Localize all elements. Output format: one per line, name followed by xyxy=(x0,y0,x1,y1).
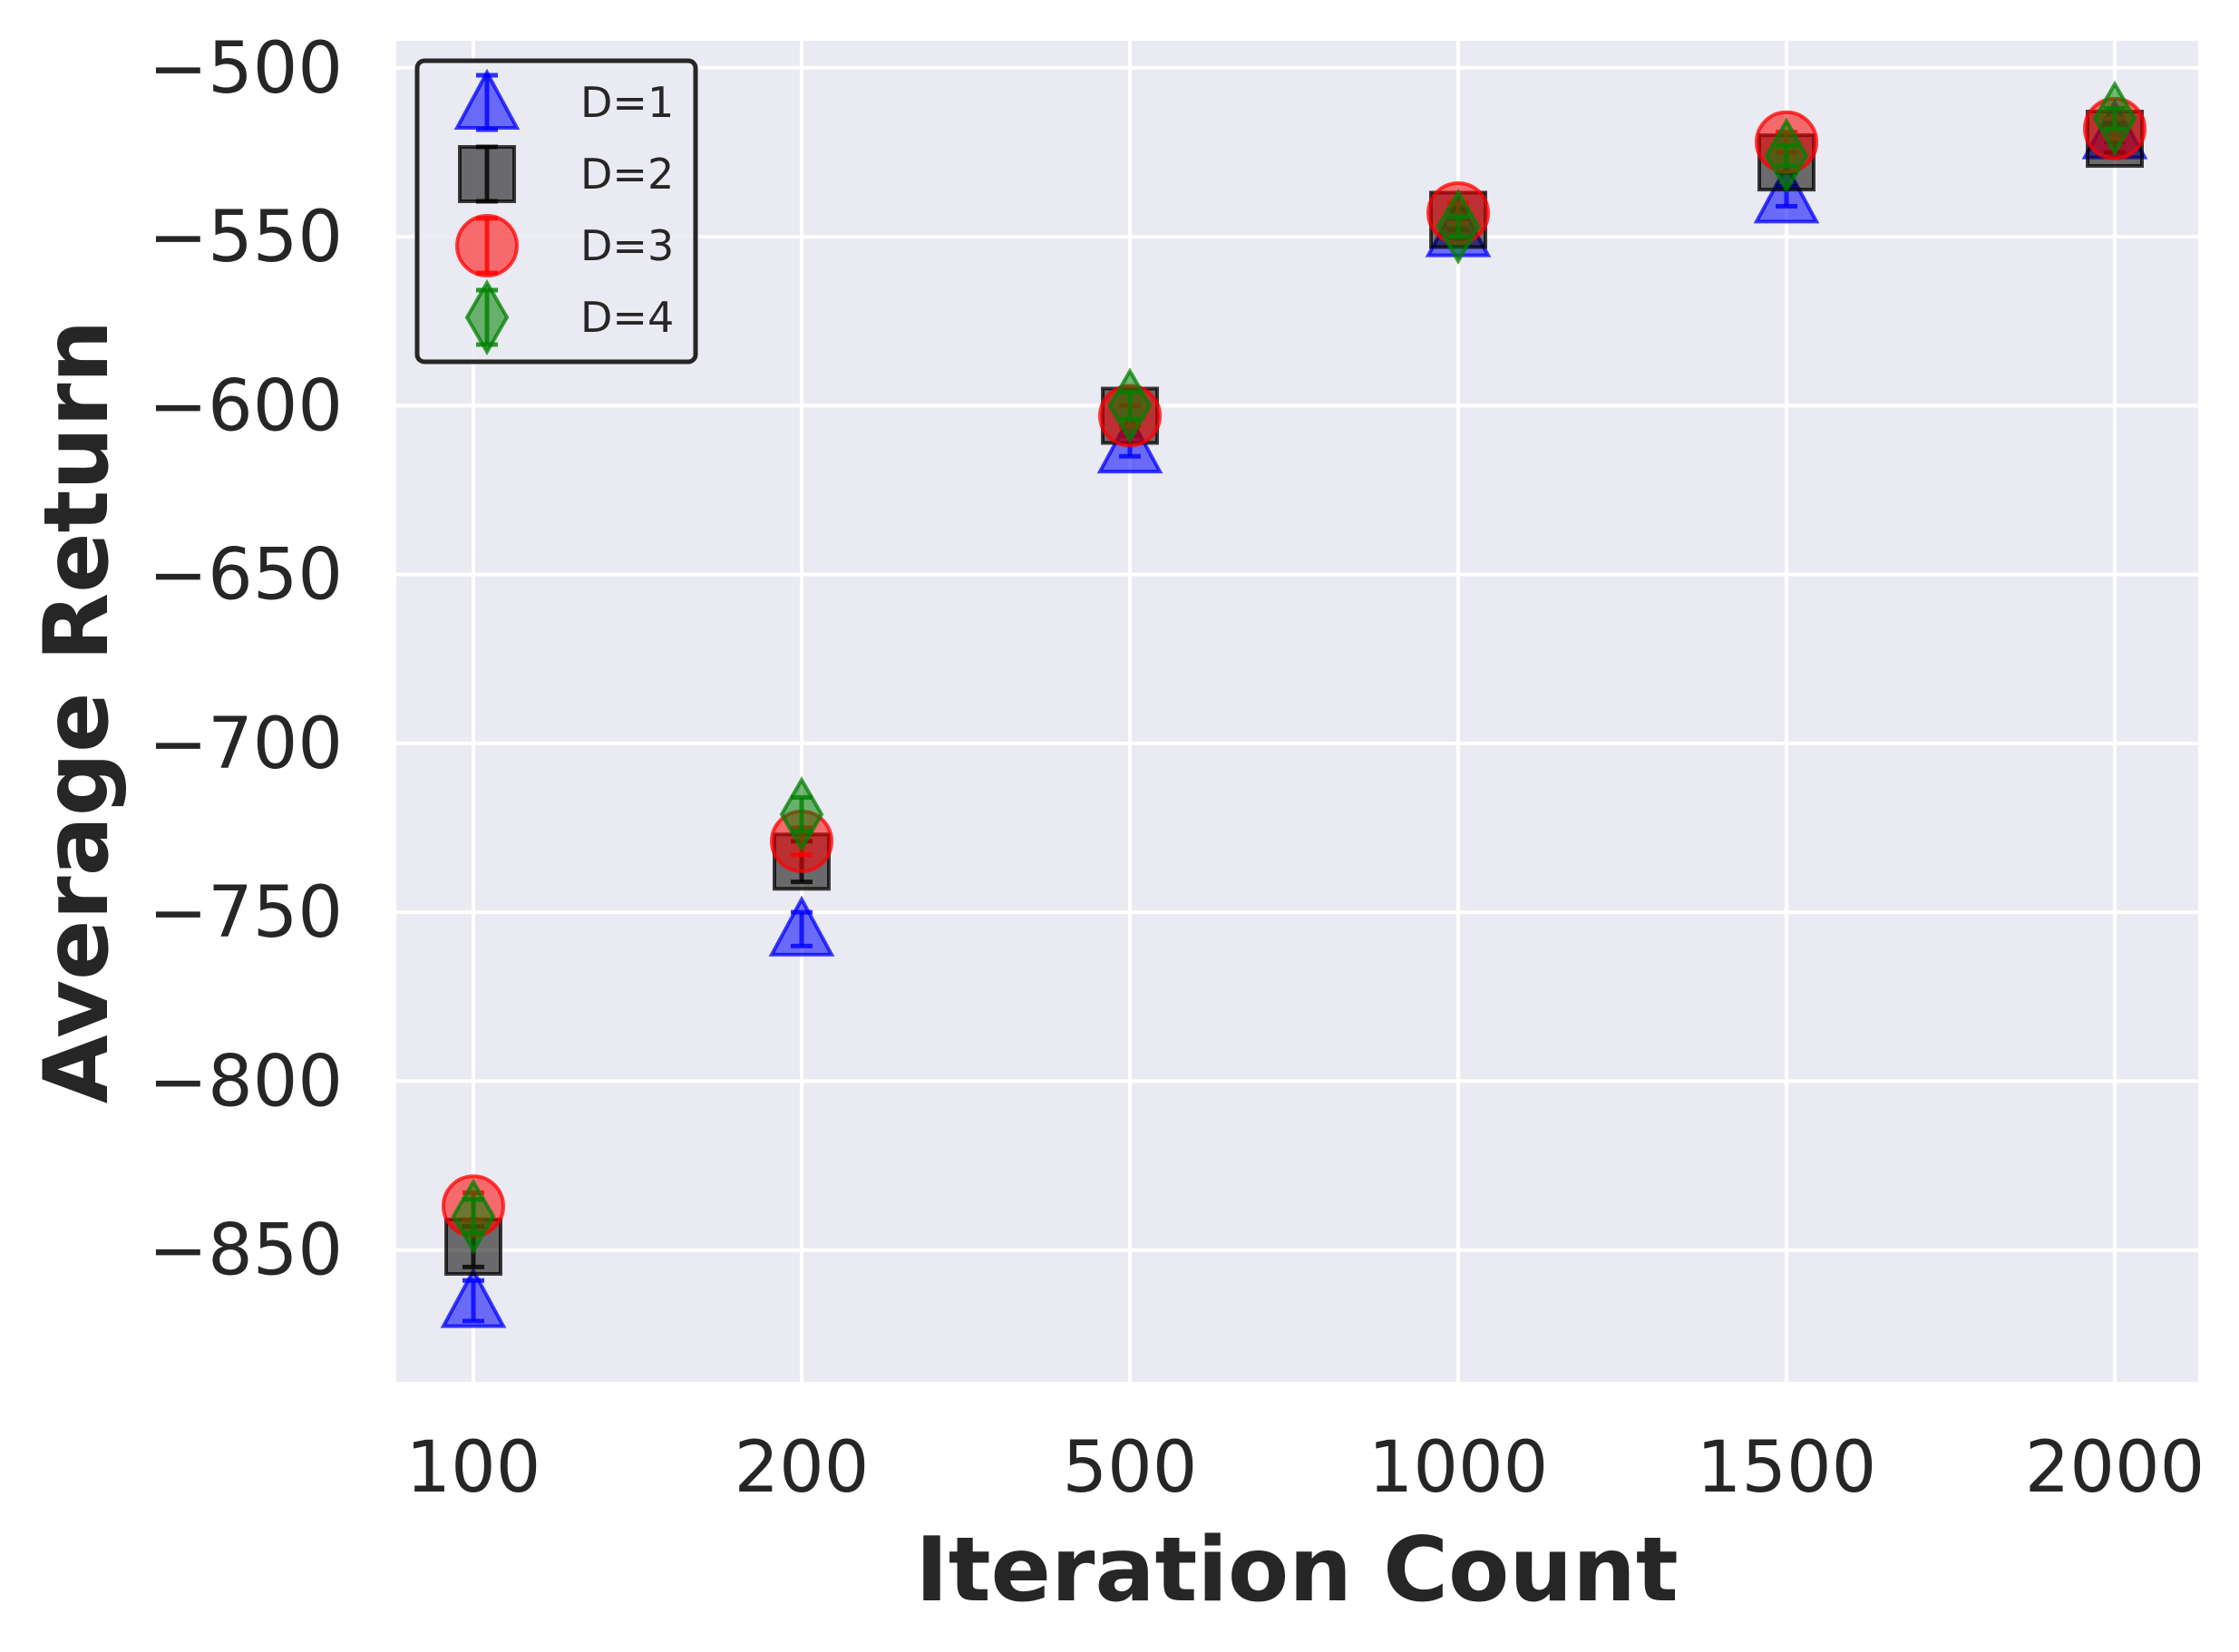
y-tick-label: −650 xyxy=(149,535,343,617)
legend-marker xyxy=(455,214,519,277)
x-axis-title: Iteration Count xyxy=(915,1519,1679,1622)
x-tick-label: 1500 xyxy=(1697,1427,1877,1509)
legend-label: D=3 xyxy=(580,221,674,270)
y-tick-label: −750 xyxy=(149,872,343,954)
data-point xyxy=(1107,367,1153,444)
legend-label: D=1 xyxy=(580,78,674,127)
data-marks xyxy=(440,80,2148,1328)
y-tick-label: −550 xyxy=(149,197,343,278)
y-tick-label: −500 xyxy=(149,28,343,110)
legend-marker xyxy=(453,68,521,131)
legend-item: D=4 xyxy=(464,279,674,355)
legend: D=1 D=2 D=3 D=4 xyxy=(414,58,698,364)
y-tick-label: −850 xyxy=(149,1210,343,1292)
y-tick-labels: −500 −550 −600 −650 −700 −750 −800 −850 xyxy=(149,28,343,1292)
legend-item: D=2 xyxy=(458,144,674,204)
y-tick-label: −700 xyxy=(149,704,343,785)
legend-items: D=1 D=2 D=3 D=4 xyxy=(453,68,674,355)
legend-item: D=1 xyxy=(453,68,674,132)
data-point xyxy=(1764,117,1809,194)
x-tick-label: 500 xyxy=(1063,1427,1198,1509)
legend-label: D=2 xyxy=(580,150,674,199)
data-point xyxy=(451,1178,496,1255)
data-point xyxy=(768,895,835,957)
legend-item: D=3 xyxy=(455,214,674,277)
data-point xyxy=(779,776,824,853)
data-point xyxy=(440,1267,507,1328)
x-tick-labels: 100 200 500 1000 1500 2000 xyxy=(406,1427,2205,1509)
data-point xyxy=(1753,162,1820,224)
x-tick-label: 200 xyxy=(735,1427,870,1509)
data-point xyxy=(2092,80,2137,157)
x-tick-label: 2000 xyxy=(2025,1427,2205,1509)
y-tick-label: −800 xyxy=(149,1041,343,1122)
series-d4 xyxy=(451,80,2137,1255)
legend-marker xyxy=(464,279,510,355)
data-point xyxy=(1436,188,1481,265)
y-tick-label: −600 xyxy=(149,365,343,447)
y-axis-title: Average Return xyxy=(25,320,129,1104)
x-tick-label: 1000 xyxy=(1368,1427,1549,1509)
legend-label: D=4 xyxy=(580,293,674,342)
x-tick-label: 100 xyxy=(406,1427,541,1509)
legend-marker xyxy=(458,145,516,203)
